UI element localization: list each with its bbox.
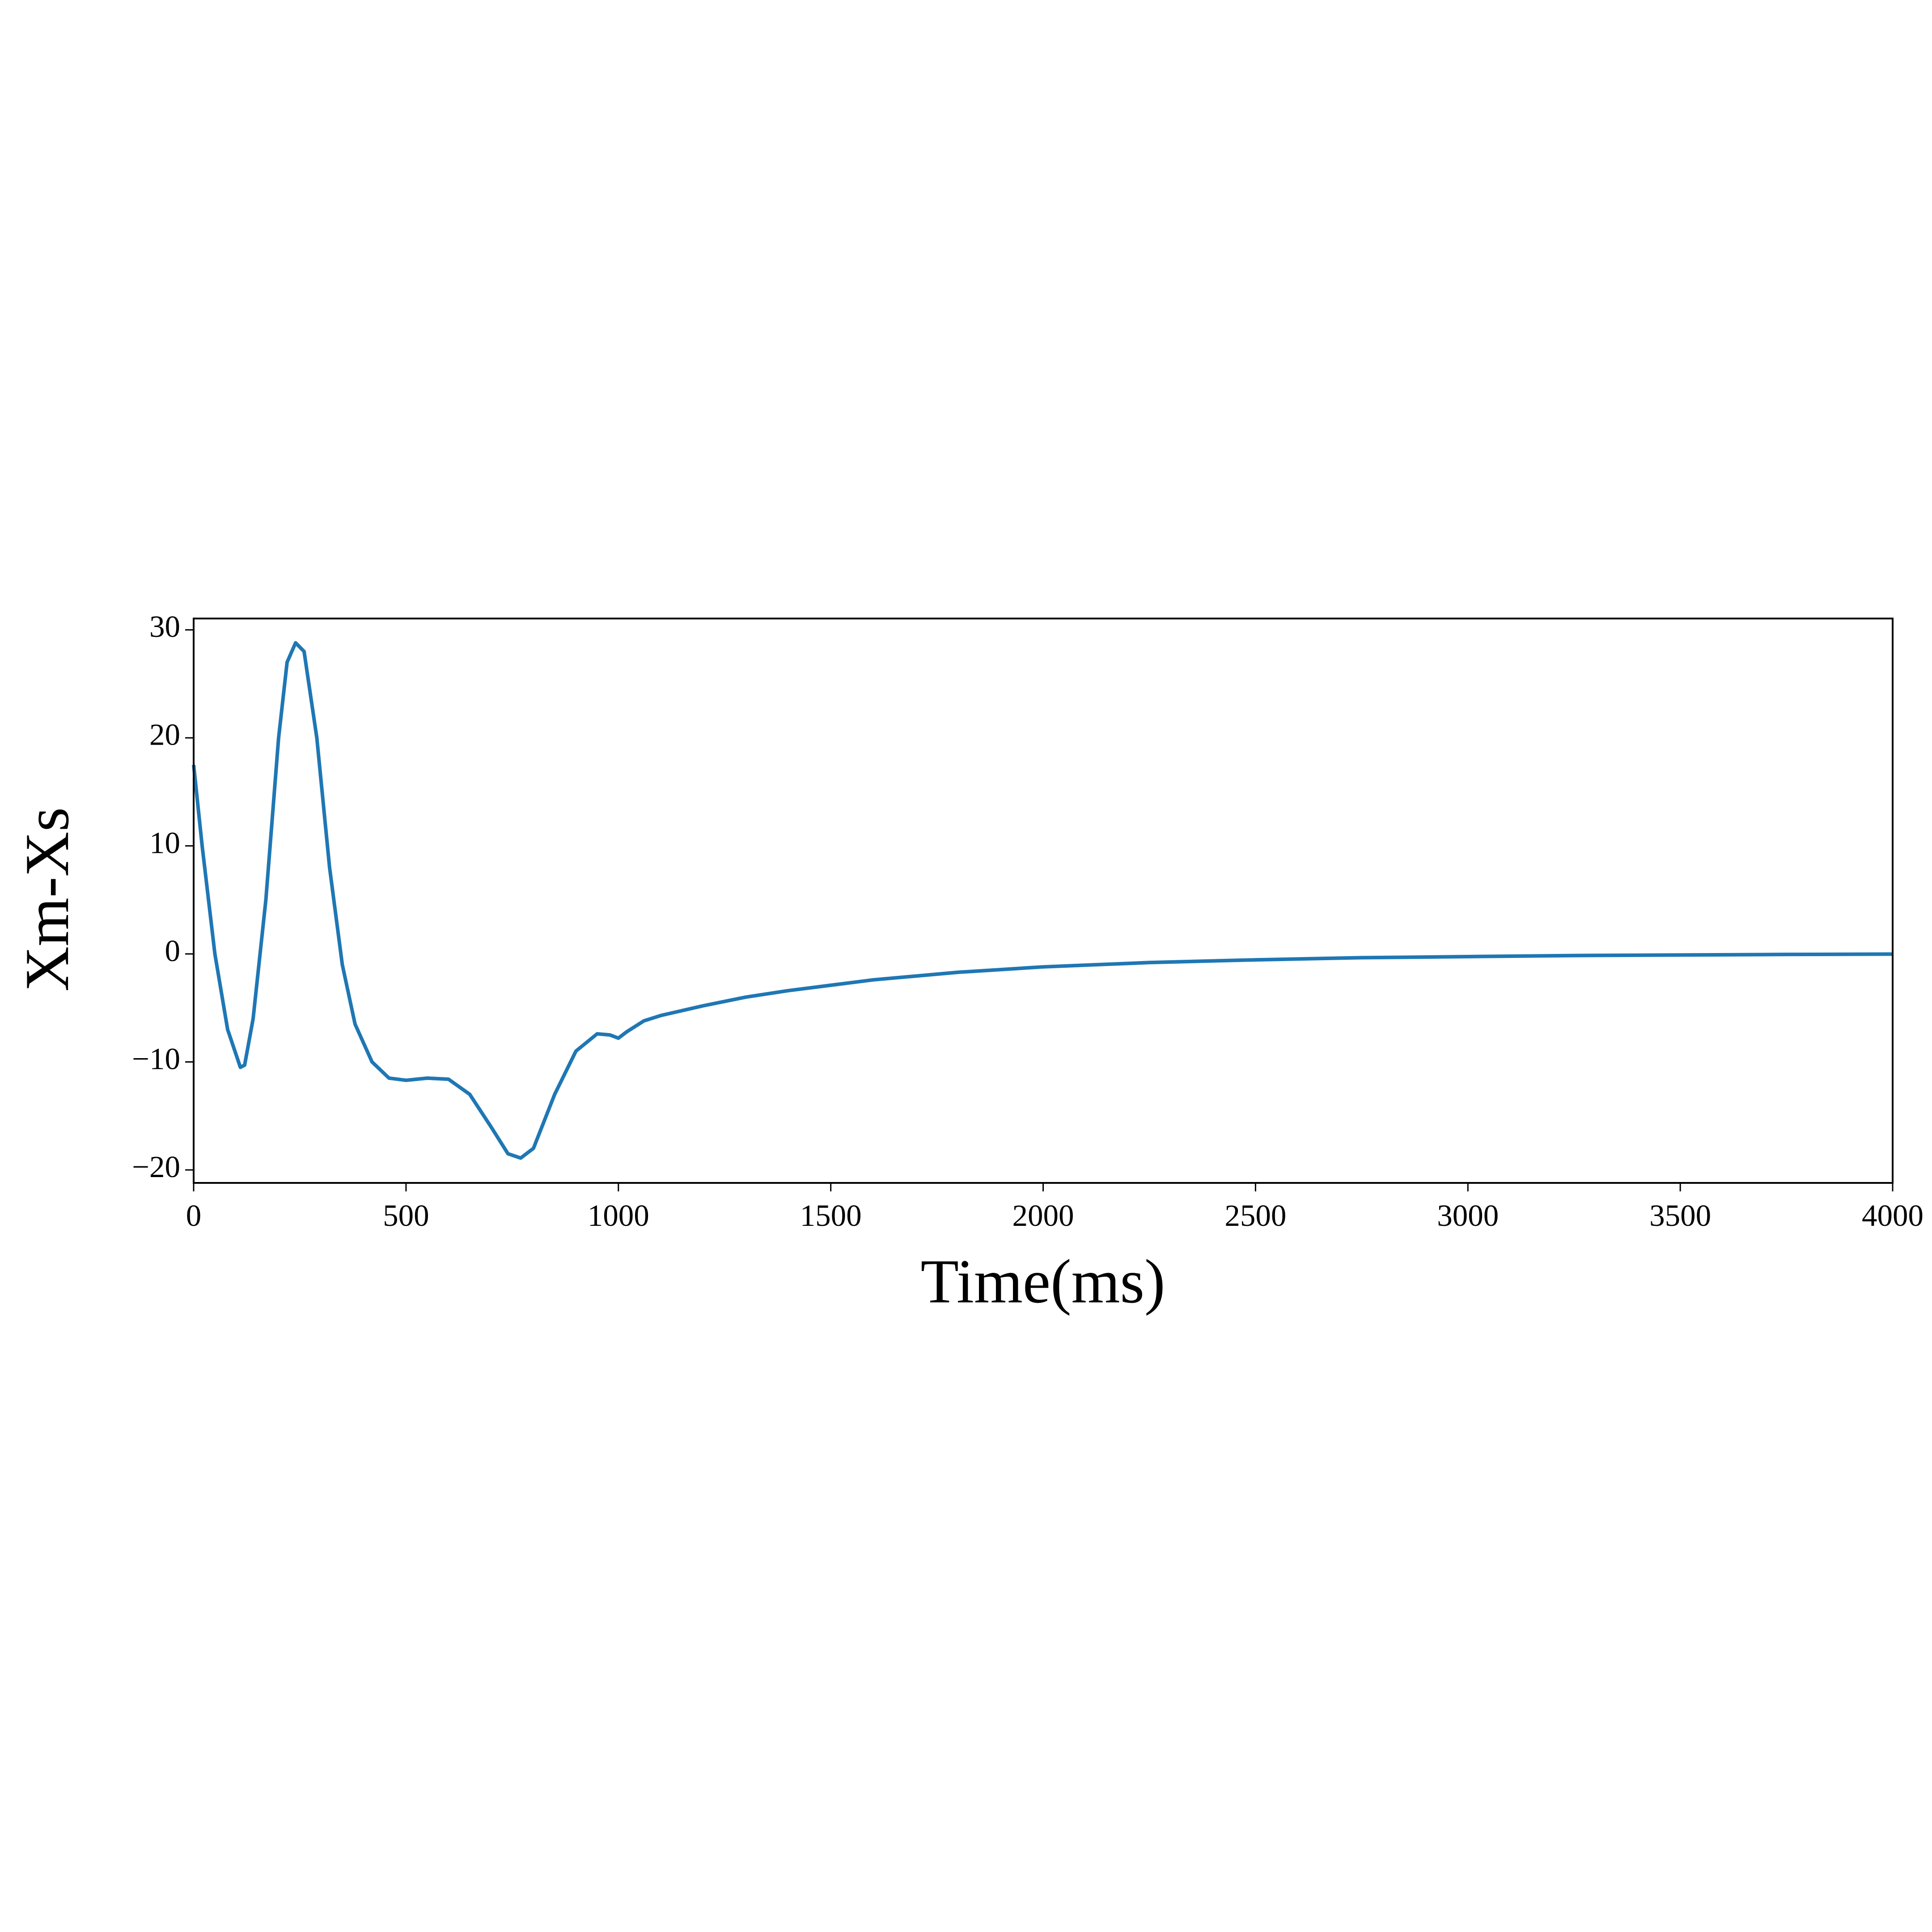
plot-frame [193, 618, 1894, 1184]
y-tick-label: −10 [132, 1042, 180, 1076]
data-line [192, 641, 1893, 1160]
y-tick-label: 10 [149, 826, 180, 860]
x-tick-label: 3000 [1437, 1199, 1499, 1233]
x-tick-label: 2000 [1013, 1199, 1074, 1233]
y-tick-label: −20 [132, 1150, 180, 1184]
y-tick-label: 30 [149, 610, 180, 644]
x-tick-label: 2500 [1224, 1199, 1286, 1233]
x-axis-label: Time(ms) [920, 1247, 1165, 1316]
y-tick-label: 0 [165, 934, 181, 968]
x-tick-label: 1500 [800, 1199, 862, 1233]
x-tick-label: 500 [383, 1199, 429, 1233]
x-tick-label: 3500 [1649, 1199, 1711, 1233]
x-tick-label: 1000 [588, 1199, 649, 1233]
y-tick-label: 20 [149, 718, 180, 752]
x-tick-label: 0 [186, 1199, 202, 1233]
x-tick-label: 4000 [1862, 1199, 1924, 1233]
y-axis-label: Xm-Xs [13, 807, 82, 991]
